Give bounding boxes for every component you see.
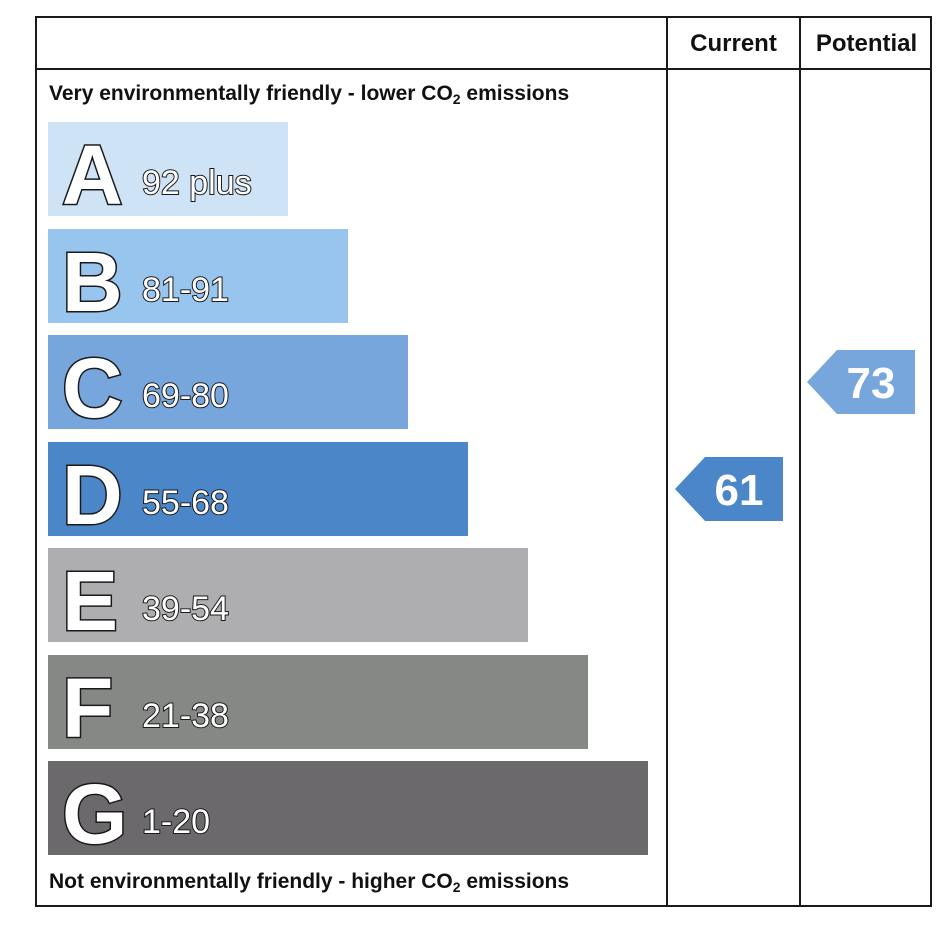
potential-rating-arrow: 73 [807, 350, 915, 414]
band-range: 81-91 [142, 271, 229, 309]
band-b: B 81-91 [48, 228, 348, 330]
band-e: E 39-54 [48, 548, 528, 650]
band-range: 92 plus [142, 164, 252, 202]
arrow-shape [807, 350, 915, 414]
band-a: A 92 plus [48, 122, 288, 224]
current-rating-arrow: 61 [675, 456, 783, 521]
band-range: 1-20 [142, 803, 210, 841]
band-letter: A [62, 128, 123, 222]
top-caption: Very environmentally friendly - lower CO… [49, 82, 570, 107]
potential-column-divider [799, 18, 801, 905]
band-letter: C [62, 341, 123, 435]
band-letter: B [62, 235, 123, 329]
co2-rating-chart: Current Potential Very environmentally f… [35, 16, 932, 907]
band-c: C 69-80 [48, 335, 408, 437]
band-letter: E [62, 554, 118, 648]
arrow-value: 61 [715, 466, 764, 515]
band-range: 55-68 [142, 484, 229, 522]
bottom-caption: Not environmentally friendly - higher CO… [49, 870, 570, 895]
arrow-value: 73 [847, 359, 896, 408]
current-column-divider [666, 18, 668, 905]
band-range: 39-54 [142, 590, 229, 628]
band-range: 21-38 [142, 697, 229, 735]
band-d: D 55-68 [48, 441, 468, 543]
band-g: G 1-20 [48, 761, 648, 863]
band-f: F 21-38 [48, 654, 588, 756]
band-letter: D [62, 448, 123, 542]
band-letter: G [62, 767, 127, 861]
band-range: 69-80 [142, 377, 229, 415]
current-column-header: Current [690, 29, 777, 57]
arrow-shape [675, 456, 783, 521]
header-divider [37, 68, 930, 70]
band-letter: F [62, 661, 113, 755]
potential-column-header: Potential [815, 29, 918, 57]
